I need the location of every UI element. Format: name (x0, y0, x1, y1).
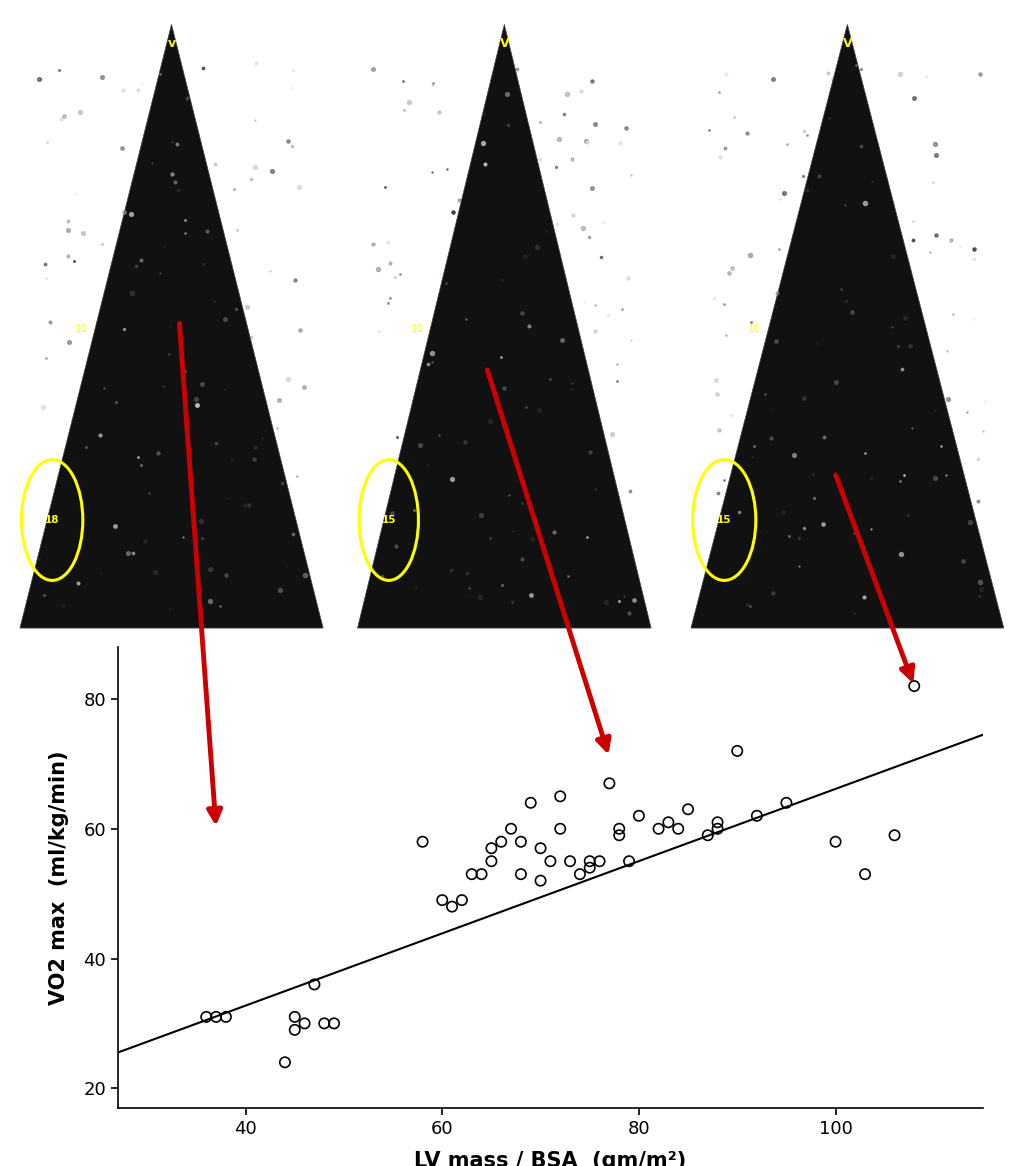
Text: 10: 10 (749, 324, 760, 335)
Point (513, 833, 529, 851)
Point (699, 826, 716, 844)
Point (326, 1014, 342, 1033)
Point (670, 820, 686, 838)
Point (218, 1007, 234, 1026)
Point (906, 676, 923, 695)
Text: 18: 18 (45, 515, 59, 525)
Point (287, 1020, 303, 1039)
Point (552, 820, 568, 838)
Text: v: v (168, 37, 175, 50)
Point (532, 871, 549, 890)
Y-axis label: VO2 max  (ml/kg/min): VO2 max (ml/kg/min) (49, 750, 70, 1005)
Point (582, 852, 598, 871)
Text: V: V (500, 37, 509, 50)
Point (483, 852, 500, 871)
Point (680, 800, 696, 819)
Polygon shape (357, 24, 651, 628)
Point (857, 865, 873, 884)
Point (778, 794, 795, 813)
Polygon shape (691, 24, 1004, 628)
Point (601, 774, 617, 793)
Text: 15: 15 (717, 515, 731, 525)
Point (493, 833, 509, 851)
Point (522, 794, 539, 813)
Point (483, 838, 500, 857)
Point (434, 891, 451, 909)
Point (552, 787, 568, 806)
Point (571, 865, 588, 884)
X-axis label: LV mass / BSA  (gm/m²): LV mass / BSA (gm/m²) (415, 1151, 686, 1166)
Point (621, 852, 637, 871)
Point (473, 865, 489, 884)
Point (198, 1007, 214, 1026)
Point (306, 975, 323, 993)
Point (464, 865, 480, 884)
Point (316, 1014, 333, 1033)
Point (710, 820, 726, 838)
Point (454, 891, 470, 909)
Point (208, 1007, 224, 1026)
Point (443, 898, 460, 916)
Point (611, 826, 628, 844)
Point (827, 833, 844, 851)
Point (582, 858, 598, 877)
Text: 10: 10 (411, 324, 423, 335)
Point (276, 1053, 293, 1072)
Point (296, 1014, 312, 1033)
Point (503, 820, 519, 838)
Point (729, 742, 745, 760)
Point (710, 813, 726, 831)
Text: 10: 10 (75, 324, 87, 335)
Point (532, 838, 549, 857)
Point (415, 833, 431, 851)
Point (749, 807, 765, 826)
Point (287, 1007, 303, 1026)
Point (513, 865, 529, 884)
Text: 15: 15 (382, 515, 396, 525)
Point (650, 820, 667, 838)
Text: V: V (843, 37, 852, 50)
Point (592, 852, 608, 871)
Point (887, 826, 903, 844)
Point (631, 807, 647, 826)
Point (543, 852, 559, 871)
Point (562, 852, 579, 871)
Point (611, 820, 628, 838)
Polygon shape (19, 24, 324, 628)
Point (660, 813, 677, 831)
